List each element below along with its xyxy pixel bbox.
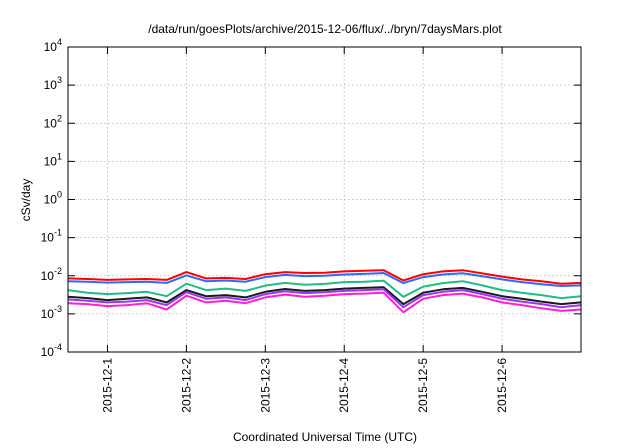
plot-frame: [67, 46, 582, 353]
series-line-4: [67, 286, 582, 306]
y-tick-label: 102: [44, 113, 62, 130]
series-line-6: [67, 291, 582, 314]
y-tick-label: 104: [44, 37, 62, 54]
x-tick-label: 2015-12-4: [337, 358, 351, 413]
y-tick-label: 103: [44, 75, 62, 92]
series-line-1: [67, 269, 582, 285]
series-line-5: [67, 288, 582, 309]
series-line-3: [67, 279, 582, 300]
series-line-2: [67, 272, 582, 287]
x-tick-label: 2015-12-3: [258, 358, 272, 413]
x-axis: 2015-12-1 2015-12-2 2015-12-3 2015-12-4 2015…: [100, 47, 509, 413]
y-axis: 10-4 10-3 10-2 10-1 100 101 102 103 104: [41, 37, 581, 359]
x-tick-label: 2015-12-1: [100, 358, 114, 413]
x-tick-label: 2015-12-2: [179, 358, 193, 413]
x-tick-label: 2015-12-5: [416, 358, 430, 413]
y-tick-label: 100: [44, 190, 62, 207]
chart-title: /data/run/goesPlots/archive/2015-12-06/f…: [148, 22, 502, 36]
y-tick-label: 10-2: [41, 266, 62, 283]
y-tick-label: 10-3: [41, 304, 62, 321]
y-tick-label: 10-1: [41, 228, 62, 245]
grid: [68, 46, 581, 353]
y-tick-label: 10-4: [41, 342, 62, 359]
y-axis-label: cSv/day: [19, 179, 33, 222]
x-axis-label: Coordinated Universal Time (UTC): [233, 430, 417, 444]
x-tick-label: 2015-12-6: [495, 358, 509, 413]
y-tick-label: 101: [44, 151, 62, 168]
series-group: [67, 269, 582, 314]
